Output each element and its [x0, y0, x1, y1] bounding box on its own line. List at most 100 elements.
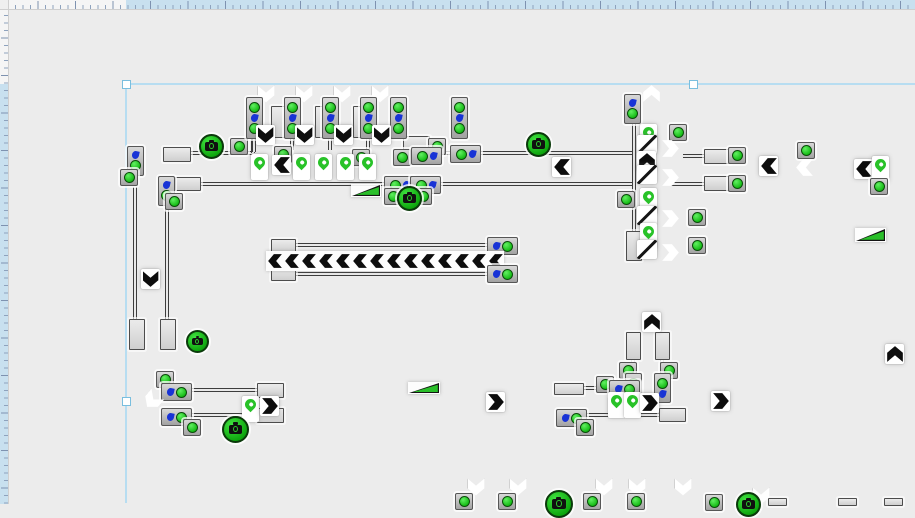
location-pin[interactable] — [242, 396, 259, 422]
status-lamp[interactable] — [498, 493, 516, 510]
status-lamp[interactable] — [583, 493, 601, 510]
flow-arrow-right-white-icon[interactable] — [660, 166, 680, 188]
flow-arrow-down-white-icon[interactable] — [673, 476, 693, 498]
conveyor-segment[interactable] — [626, 332, 641, 360]
camera-indicator[interactable] — [545, 490, 573, 518]
conveyor-track-line — [133, 187, 137, 320]
status-lamp[interactable] — [617, 191, 635, 208]
flow-arrow-down-black-icon[interactable] — [295, 125, 314, 145]
status-lamp[interactable] — [728, 147, 746, 164]
ramp-indicator[interactable] — [855, 228, 886, 242]
flow-arrow-right-black-icon[interactable] — [260, 396, 279, 416]
flow-arrow-down-black-icon[interactable] — [372, 125, 391, 145]
flow-arrow-right-white-icon[interactable] — [660, 241, 680, 263]
status-lamp[interactable] — [627, 493, 645, 510]
conveyor-segment[interactable] — [838, 498, 857, 506]
ramp-indicator[interactable] — [408, 382, 440, 394]
photo-eye-sensor[interactable] — [487, 265, 518, 283]
flow-arrow-left-black-icon[interactable] — [854, 159, 873, 179]
flow-arrow-left-black-icon[interactable] — [272, 155, 291, 175]
selection-handle[interactable] — [122, 397, 131, 406]
photo-eye-icon — [658, 389, 667, 399]
conveyor-segment[interactable] — [704, 149, 731, 164]
conveyor-segment[interactable] — [704, 176, 731, 191]
status-lamp[interactable] — [728, 175, 746, 192]
flow-arrow-down-white-icon[interactable] — [508, 476, 528, 498]
signal-stack[interactable] — [127, 146, 144, 176]
status-lamp[interactable] — [393, 149, 411, 166]
flow-arrow-up-white-icon[interactable] — [641, 82, 661, 104]
status-lamp[interactable] — [797, 142, 815, 159]
location-pin[interactable] — [872, 156, 889, 182]
selection-handle[interactable] — [689, 80, 698, 89]
location-pin[interactable] — [608, 392, 625, 418]
conveyor-segment[interactable] — [175, 177, 201, 191]
conveyor-segment[interactable] — [655, 332, 670, 360]
location-pin[interactable] — [251, 154, 268, 180]
photo-eye-sensor[interactable] — [450, 145, 481, 163]
status-lamp[interactable] — [120, 169, 138, 186]
conveyor-segment[interactable] — [160, 319, 176, 350]
flow-arrow-right-black-icon[interactable] — [640, 393, 659, 413]
location-pin[interactable] — [337, 154, 354, 180]
camera-indicator[interactable] — [526, 132, 551, 157]
conveyor-segment[interactable] — [554, 383, 584, 395]
diverter-switch[interactable] — [637, 240, 657, 259]
flow-arrow-left-white-icon[interactable] — [794, 156, 814, 178]
selection-top-edge — [126, 83, 915, 85]
flow-arrow-up-black-icon[interactable] — [885, 344, 904, 364]
selection-handle[interactable] — [122, 80, 131, 89]
ramp-indicator[interactable] — [351, 184, 381, 197]
conveyor-segment[interactable] — [163, 147, 191, 162]
diverter-switch[interactable] — [637, 135, 657, 154]
flow-arrow-down-white-icon[interactable] — [466, 476, 486, 498]
belt-chevron-band[interactable] — [266, 251, 504, 271]
horizontal-ruler[interactable] — [0, 0, 915, 10]
flow-arrow-down-white-icon[interactable] — [627, 476, 647, 498]
conveyor-segment[interactable] — [659, 408, 686, 422]
diverter-switch[interactable] — [637, 165, 657, 184]
vertical-ruler[interactable] — [0, 0, 9, 504]
diverter-switch[interactable] — [637, 206, 657, 225]
flow-arrow-right-black-icon[interactable] — [486, 392, 505, 412]
flow-arrow-down-black-icon[interactable] — [334, 125, 353, 145]
status-lamp[interactable] — [576, 419, 594, 436]
status-lamp[interactable] — [870, 178, 888, 195]
location-pin[interactable] — [293, 154, 310, 180]
camera-indicator[interactable] — [186, 330, 209, 353]
status-lamp[interactable] — [183, 419, 201, 436]
status-lamp[interactable] — [165, 193, 183, 210]
flow-arrow-down-white-icon[interactable] — [594, 476, 614, 498]
location-pin[interactable] — [315, 154, 332, 180]
signal-stack[interactable] — [390, 97, 407, 139]
status-lamp[interactable] — [230, 138, 248, 155]
conveyor-segment[interactable] — [884, 498, 903, 506]
flow-arrow-up-black-icon[interactable] — [642, 312, 661, 332]
status-lamp[interactable] — [688, 209, 706, 226]
location-pin[interactable] — [359, 154, 376, 180]
location-pin[interactable] — [624, 392, 641, 418]
camera-indicator[interactable] — [397, 186, 422, 211]
signal-stack[interactable] — [451, 97, 468, 139]
flow-arrow-right-white-icon[interactable] — [660, 137, 680, 159]
flow-arrow-left-black-icon[interactable] — [552, 157, 571, 177]
flow-arrow-down-black-icon[interactable] — [256, 125, 275, 145]
flow-arrow-right-white-icon[interactable] — [660, 207, 680, 229]
camera-indicator[interactable] — [222, 416, 249, 443]
flow-arrow-down-black-icon[interactable] — [141, 269, 160, 289]
photo-eye-sensor[interactable] — [411, 147, 442, 165]
status-lamp[interactable] — [455, 493, 473, 510]
status-lamp[interactable] — [688, 237, 706, 254]
photo-eye-sensor[interactable] — [161, 383, 192, 401]
camera-indicator[interactable] — [736, 492, 761, 517]
flow-arrow-left-black-icon[interactable] — [759, 156, 778, 176]
status-lamp[interactable] — [669, 124, 687, 141]
flow-arrow-right-black-icon[interactable] — [711, 391, 730, 411]
flow-arrow-down-white-icon[interactable] — [142, 389, 162, 411]
pin-icon — [624, 392, 641, 409]
camera-indicator[interactable] — [199, 134, 224, 159]
signal-stack[interactable] — [624, 94, 641, 124]
conveyor-segment[interactable] — [129, 319, 145, 350]
status-lamp[interactable] — [705, 494, 723, 511]
